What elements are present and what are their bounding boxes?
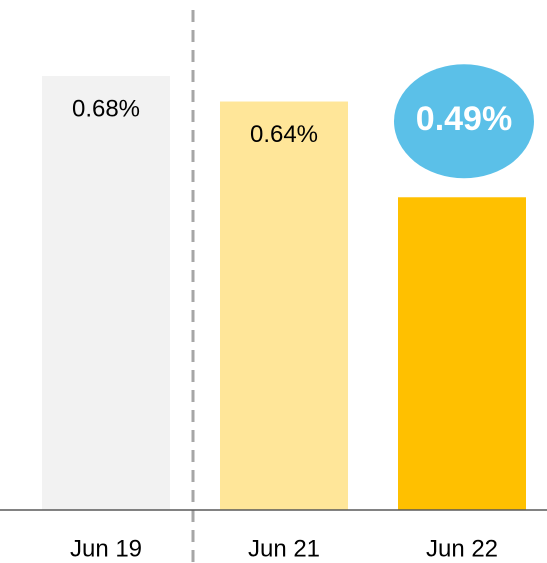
x-tick-label: Jun 21 <box>248 535 320 562</box>
x-tick-label: Jun 19 <box>70 535 142 562</box>
value-label: 0.68% <box>72 95 140 122</box>
highlight-bubble <box>394 64 534 179</box>
value-label: 0.64% <box>250 121 318 148</box>
bar <box>398 197 526 510</box>
value-label: 0.49% <box>416 100 512 138</box>
x-tick-label: Jun 22 <box>426 535 498 562</box>
bar <box>42 76 170 510</box>
bar <box>220 101 348 510</box>
